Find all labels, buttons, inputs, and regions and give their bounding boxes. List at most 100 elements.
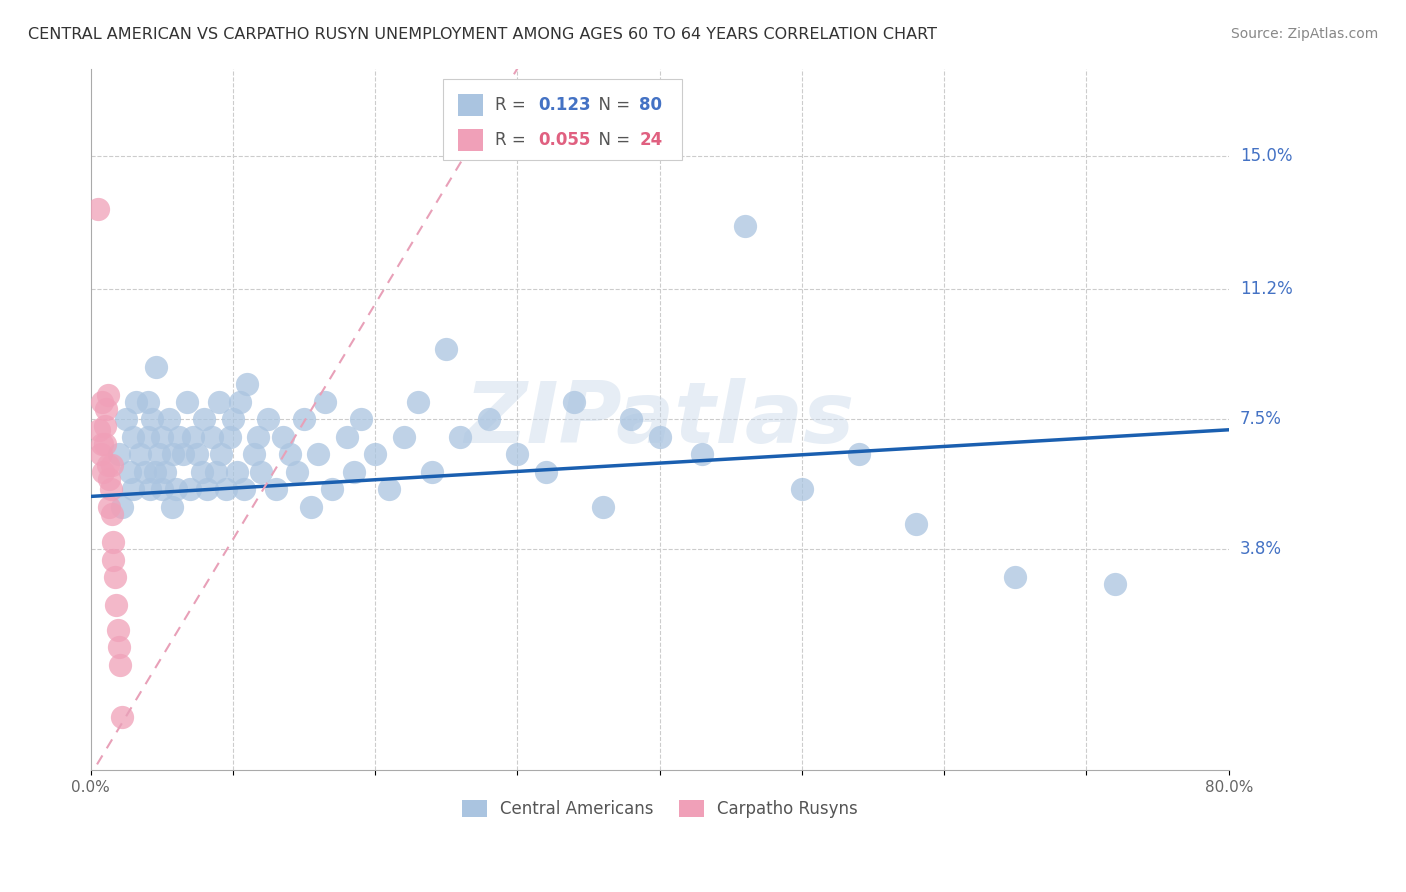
Text: 15.0%: 15.0% — [1240, 147, 1292, 165]
Text: 24: 24 — [640, 131, 662, 149]
Point — [1104, 577, 1126, 591]
Point — [150, 483, 173, 497]
Point — [111, 710, 134, 724]
Point — [236, 377, 259, 392]
Point — [292, 412, 315, 426]
Point — [94, 437, 117, 451]
Point — [89, 423, 111, 437]
Point — [115, 412, 138, 426]
Point — [848, 447, 870, 461]
Point — [378, 483, 401, 497]
Point — [692, 447, 714, 461]
Point — [285, 465, 308, 479]
Point — [790, 483, 813, 497]
Point — [204, 465, 226, 479]
Text: R =: R = — [495, 95, 530, 113]
Point — [406, 394, 429, 409]
Point — [562, 394, 585, 409]
Point — [162, 447, 184, 461]
Point — [229, 394, 252, 409]
Point — [136, 430, 159, 444]
Point — [87, 202, 110, 216]
Point — [139, 483, 162, 497]
Point — [534, 465, 557, 479]
Point — [186, 447, 208, 461]
Text: N =: N = — [588, 131, 636, 149]
Point — [103, 552, 125, 566]
Point — [343, 465, 366, 479]
Point — [190, 465, 212, 479]
Point — [299, 500, 322, 514]
Point — [420, 465, 443, 479]
Point — [904, 517, 927, 532]
Point — [211, 447, 233, 461]
Point — [103, 535, 125, 549]
Point — [364, 447, 387, 461]
Point — [96, 401, 118, 416]
FancyBboxPatch shape — [443, 79, 682, 160]
Point — [314, 394, 336, 409]
Point — [478, 412, 501, 426]
Point — [392, 430, 415, 444]
Point — [129, 447, 152, 461]
Point — [648, 430, 671, 444]
Point — [592, 500, 614, 514]
Point — [153, 465, 176, 479]
Point — [165, 483, 187, 497]
Point — [321, 483, 343, 497]
Point — [93, 465, 115, 479]
Point — [200, 430, 222, 444]
Point — [97, 458, 120, 472]
Bar — [458, 129, 484, 151]
Point — [97, 387, 120, 401]
Text: R =: R = — [495, 131, 530, 149]
Point — [257, 412, 280, 426]
Text: 11.2%: 11.2% — [1240, 280, 1292, 299]
Text: 0.123: 0.123 — [538, 95, 591, 113]
Point — [176, 394, 198, 409]
Point — [150, 430, 173, 444]
Point — [226, 465, 249, 479]
Point — [98, 500, 121, 514]
Point — [247, 430, 270, 444]
Point — [450, 430, 472, 444]
Point — [122, 483, 145, 497]
Point — [110, 657, 132, 672]
Point — [233, 483, 256, 497]
Point — [104, 570, 127, 584]
Point — [195, 483, 218, 497]
Legend: Central Americans, Carpatho Rusyns: Central Americans, Carpatho Rusyns — [456, 793, 865, 825]
Point — [134, 465, 156, 479]
Point — [136, 394, 159, 409]
Point — [734, 219, 756, 234]
Point — [250, 465, 273, 479]
Point — [278, 447, 301, 461]
Bar — [458, 94, 484, 116]
Point — [105, 598, 128, 612]
Point — [215, 483, 238, 497]
Point — [94, 419, 117, 434]
Point — [434, 342, 457, 356]
Point — [172, 447, 194, 461]
Point — [107, 623, 129, 637]
Point — [108, 447, 131, 461]
Point — [91, 394, 114, 409]
Point — [222, 412, 245, 426]
Point — [620, 412, 643, 426]
Point — [157, 412, 180, 426]
Text: 0.055: 0.055 — [538, 131, 591, 149]
Point — [101, 458, 124, 472]
Point — [181, 430, 204, 444]
Point — [193, 412, 215, 426]
Point — [148, 447, 170, 461]
Point — [506, 447, 529, 461]
Point — [122, 430, 145, 444]
Point — [111, 500, 134, 514]
Text: 80: 80 — [640, 95, 662, 113]
Point — [243, 447, 266, 461]
Point — [271, 430, 294, 444]
Text: Source: ZipAtlas.com: Source: ZipAtlas.com — [1230, 27, 1378, 41]
Text: N =: N = — [588, 95, 636, 113]
Text: CENTRAL AMERICAN VS CARPATHO RUSYN UNEMPLOYMENT AMONG AGES 60 TO 64 YEARS CORREL: CENTRAL AMERICAN VS CARPATHO RUSYN UNEMP… — [28, 27, 938, 42]
Point — [108, 640, 131, 655]
